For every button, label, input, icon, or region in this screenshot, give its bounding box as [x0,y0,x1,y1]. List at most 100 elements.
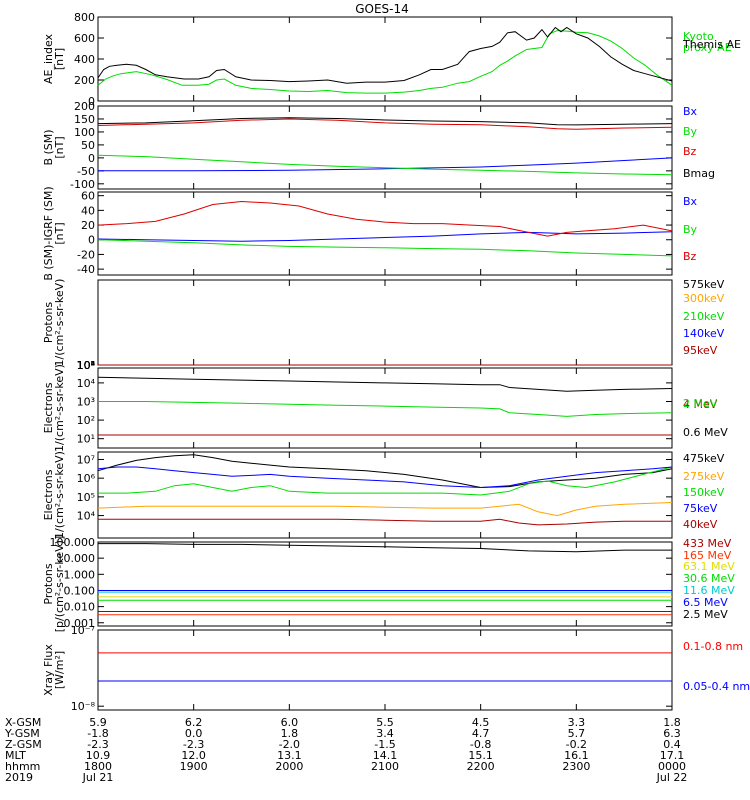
ephem-value: 2200 [467,760,495,773]
ephem-value: 15.1 [468,749,493,762]
ephem-value: -0.2 [566,738,587,751]
y-tick-label: 10⁻⁸ [71,700,96,713]
y-tick-label: 10⁶ [77,472,96,485]
y-axis-label: Protons[p/(cm²-s-sr-keV)] [42,536,66,633]
ephem-value: 5.9 [89,716,107,729]
y-tick-label: 10⁵ [77,491,95,504]
panel-frame [97,279,673,366]
y-tick-label: 10⁻⁷ [71,624,95,637]
series-line-kyoto-proxy-ae [97,30,673,94]
ephem-value: 13.1 [277,749,302,762]
legend-entry: Bz [683,250,697,263]
y-tick-label: 1.000 [64,568,96,581]
y-tick-label: -100 [70,178,95,191]
y-tick-label: 10⁴ [77,377,96,390]
legend-entry: By [683,223,698,236]
ephem-row-label: MLT [5,749,26,762]
legend-entry: 0.05-0.4 nm [683,680,750,693]
y-tick-label: 200 [74,74,95,87]
legend-entry: Bmag [683,167,715,180]
series-line-40kev [98,518,672,526]
y-tick-label: 600 [74,32,95,45]
y-tick-label: -50 [77,165,95,178]
series-line-75kev [97,466,673,489]
legend-entry: 40keV [683,518,718,531]
ephem-value: 0.4 [663,738,681,751]
ephem-value: 10.9 [86,749,111,762]
y-axis-label: Protons1/(cm²-s-sr-keV) [42,279,66,367]
y-tick-label: 10⁵ [77,359,95,372]
y-tick-label: 10⁴ [77,359,96,372]
series-line-by [97,154,673,176]
y-tick-label: 10³ [77,395,95,408]
y-tick-label: 150 [74,113,95,126]
legend-entry: 2 MeV [683,397,718,410]
legend-entry: 165 MeV [683,549,732,562]
ephem-value: 2100 [371,760,399,773]
legend-entry: 6.5 MeV [683,596,728,609]
ephem-value: 5.5 [376,716,394,729]
ephem-value: -0.8 [470,738,491,751]
series-line-bx [98,157,673,172]
ephem-value: 16.1 [564,749,589,762]
y-tick-label: 0.100 [64,584,96,597]
legend-entry: 575keV [683,278,725,291]
y-tick-label: 100 [74,126,95,139]
y-axis-label: AE_index[nT] [42,33,66,84]
ephem-row-label: X-GSM [5,716,41,729]
y-axis-label: Electrons1/(cm²-s-sr-keV) [42,364,66,452]
panel-frame [97,451,673,539]
legend-entry: By [683,125,698,138]
series-line-themis-ae [97,26,673,84]
legend-entry: 4 MeV [683,398,718,411]
ephem-value: 4.7 [472,727,490,740]
ephemeris-table: X-GSMY-GSMZ-GSMMLThhmm20195.9-1.8-2.310.… [4,716,687,784]
series-line-2-5-mev [98,543,672,553]
ephem-value: 3.4 [376,727,394,740]
series-line-275kev [97,502,673,517]
ephem-row-label: Z-GSM [5,738,42,751]
panel-frame [97,16,673,102]
chart-title: GOES-14 [355,2,409,16]
y-tick-label: 10.000 [57,552,96,565]
y-tick-label: -40 [77,263,95,276]
panel-frame [97,367,673,449]
legend-entry: 75keV [683,502,718,515]
y-tick-label: 10³ [77,359,95,372]
series-line-2-mev [98,401,673,417]
series-line-by [97,239,673,257]
legend-entry: 0.1-0.8 nm [683,640,743,653]
ephem-value: -1.8 [87,727,108,740]
ephem-value: 17.1 [660,749,685,762]
legend-entry: 433 MeV [683,537,732,550]
legend-entry: 275keV [683,470,725,483]
series-line-bz [97,200,673,237]
ephem-value: 6.2 [185,716,203,729]
ephem-value: -2.3 [87,738,108,751]
ephem-value: 3.3 [568,716,586,729]
ephem-value: 5.7 [568,727,586,740]
ephem-value: 1.8 [663,716,681,729]
series-line-0-6-mev [97,376,673,392]
ephem-value: -2.0 [279,738,300,751]
y-tick-label: 0 [88,152,95,165]
ephem-value: 2300 [562,760,590,773]
y-tick-label: 10¹ [77,433,95,446]
y-axis-label: Electrons1/(cm²-s-sr-keV) [42,451,66,539]
y-tick-label: 10¹ [77,359,95,372]
ephem-row-label: Y-GSM [4,727,40,740]
series-line-bmag [97,117,673,126]
y-tick-label: 10⁶ [77,359,96,372]
series-line-bz [97,118,673,130]
ephem-value: 6.0 [281,716,299,729]
y-tick-label: 60 [81,190,95,203]
y-tick-label: 10² [77,359,95,372]
ephem-value: 0.0 [185,727,203,740]
ephem-value: 12.0 [181,749,206,762]
ephem-value: 1900 [180,760,208,773]
y-axis-label: B (SM)[nT] [42,129,66,165]
y-tick-label: 400 [74,53,95,66]
